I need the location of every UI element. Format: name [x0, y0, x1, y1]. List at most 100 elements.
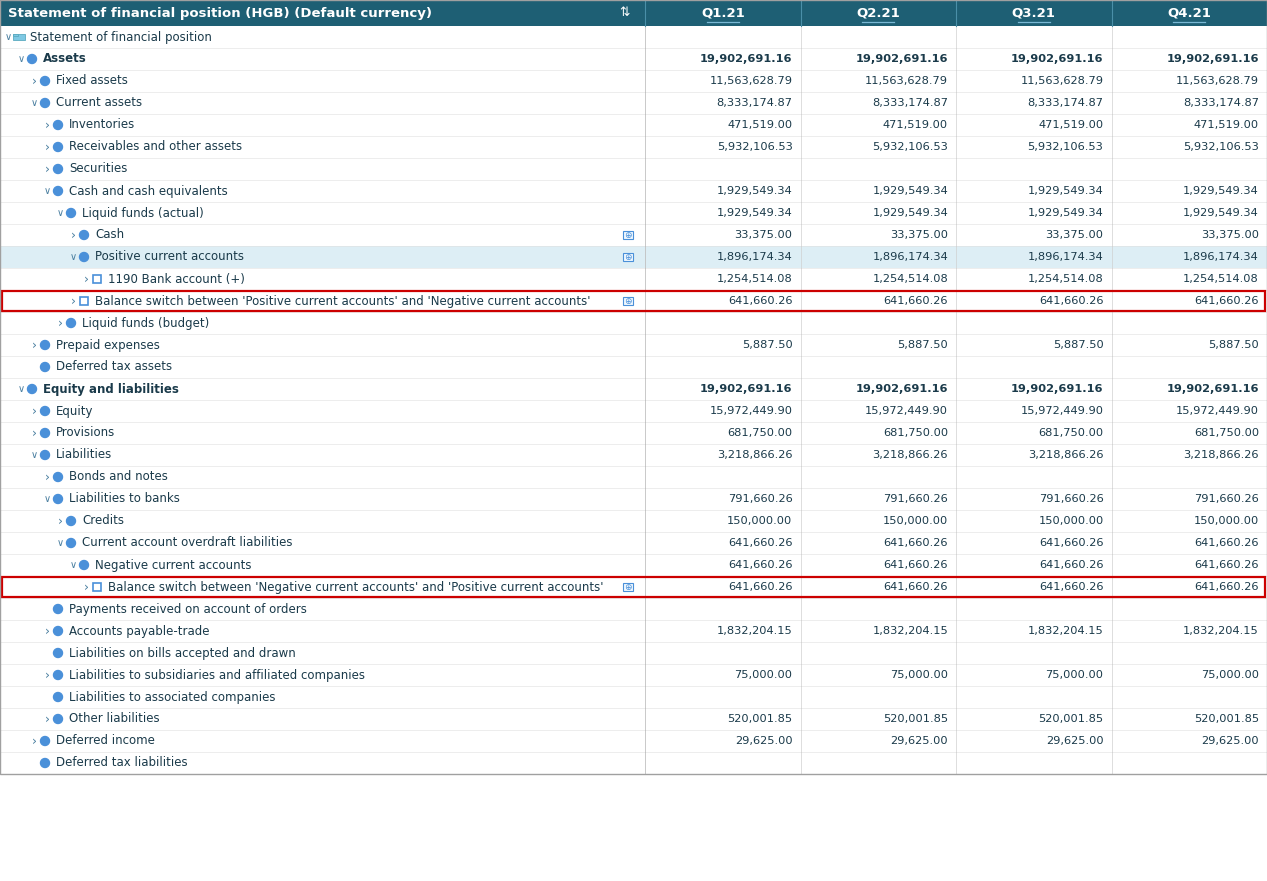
Bar: [92, 583, 101, 591]
Text: Cash: Cash: [95, 228, 124, 241]
Text: 1,929,549.34: 1,929,549.34: [717, 208, 792, 218]
Text: 75,000.00: 75,000.00: [1201, 670, 1259, 680]
Text: ›: ›: [57, 316, 62, 329]
Text: 15,972,449.90: 15,972,449.90: [710, 406, 792, 416]
Text: Accounts payable-trade: Accounts payable-trade: [68, 625, 209, 638]
Text: Liabilities: Liabilities: [56, 448, 113, 462]
Text: 791,660.26: 791,660.26: [1195, 494, 1259, 504]
Text: 29,625.00: 29,625.00: [1201, 736, 1259, 746]
Text: 471,519.00: 471,519.00: [727, 120, 792, 130]
Text: 641,660.26: 641,660.26: [729, 582, 792, 592]
Text: 641,660.26: 641,660.26: [1039, 538, 1104, 548]
Text: 1,929,549.34: 1,929,549.34: [1028, 208, 1104, 218]
Text: Current assets: Current assets: [56, 97, 142, 109]
Text: 5,887.50: 5,887.50: [897, 340, 948, 350]
Bar: [623, 253, 634, 261]
Circle shape: [80, 231, 89, 240]
Bar: [0, 224, 1267, 246]
Text: 471,519.00: 471,519.00: [1194, 120, 1259, 130]
Text: Equity: Equity: [56, 404, 94, 418]
Text: Provisions: Provisions: [56, 426, 115, 440]
Bar: [13, 34, 18, 36]
Text: 75,000.00: 75,000.00: [735, 670, 792, 680]
Text: 150,000.00: 150,000.00: [1038, 516, 1104, 526]
Text: Inventories: Inventories: [68, 119, 136, 131]
Bar: [0, 708, 1267, 730]
Text: 1,832,204.15: 1,832,204.15: [872, 626, 948, 636]
Text: 1,896,174.34: 1,896,174.34: [717, 252, 792, 262]
Text: 8,333,174.87: 8,333,174.87: [1183, 98, 1259, 108]
Text: 11,563,628.79: 11,563,628.79: [865, 76, 948, 86]
Text: 33,375.00: 33,375.00: [1201, 230, 1259, 240]
Text: ⊕: ⊕: [625, 253, 632, 262]
Circle shape: [53, 143, 62, 152]
Text: 8,333,174.87: 8,333,174.87: [1028, 98, 1104, 108]
Bar: [0, 92, 1267, 114]
Text: 15,972,449.90: 15,972,449.90: [865, 406, 948, 416]
Text: 1,929,549.34: 1,929,549.34: [872, 186, 948, 196]
Text: 1,832,204.15: 1,832,204.15: [1028, 626, 1104, 636]
Bar: [623, 231, 634, 239]
Bar: [0, 26, 1267, 48]
Text: Other liabilities: Other liabilities: [68, 713, 160, 725]
Text: ∨: ∨: [43, 494, 51, 504]
Text: 1,929,549.34: 1,929,549.34: [1183, 208, 1259, 218]
Text: Equity and liabilities: Equity and liabilities: [43, 382, 179, 396]
Text: 5,932,106.53: 5,932,106.53: [717, 142, 792, 152]
Text: ›: ›: [44, 162, 49, 175]
Bar: [3, 577, 1264, 597]
Bar: [0, 620, 1267, 642]
Text: 33,375.00: 33,375.00: [1045, 230, 1104, 240]
Bar: [0, 136, 1267, 158]
Bar: [0, 422, 1267, 444]
Text: Prepaid expenses: Prepaid expenses: [56, 338, 160, 352]
Text: 1,896,174.34: 1,896,174.34: [1183, 252, 1259, 262]
Text: 641,660.26: 641,660.26: [1195, 560, 1259, 570]
Text: 791,660.26: 791,660.26: [1039, 494, 1104, 504]
Circle shape: [41, 362, 49, 372]
Text: 19,902,691.16: 19,902,691.16: [1167, 54, 1259, 64]
Text: ›: ›: [57, 515, 62, 528]
Text: ∨: ∨: [57, 208, 63, 218]
Bar: [92, 275, 101, 283]
Text: 681,750.00: 681,750.00: [883, 428, 948, 438]
Bar: [0, 510, 1267, 532]
Text: Assets: Assets: [43, 53, 86, 65]
Text: 641,660.26: 641,660.26: [883, 560, 948, 570]
Text: Securities: Securities: [68, 162, 128, 175]
Text: 29,625.00: 29,625.00: [735, 736, 792, 746]
Text: 641,660.26: 641,660.26: [729, 538, 792, 548]
Bar: [0, 532, 1267, 554]
Text: Cash and cash equivalents: Cash and cash equivalents: [68, 184, 228, 197]
Text: Bonds and notes: Bonds and notes: [68, 470, 167, 484]
Circle shape: [53, 494, 62, 504]
Bar: [0, 70, 1267, 92]
Circle shape: [28, 384, 37, 394]
Bar: [0, 752, 1267, 774]
Text: 150,000.00: 150,000.00: [883, 516, 948, 526]
Text: 641,660.26: 641,660.26: [1195, 538, 1259, 548]
Circle shape: [53, 121, 62, 130]
Text: 641,660.26: 641,660.26: [883, 538, 948, 548]
Text: Positive current accounts: Positive current accounts: [95, 250, 245, 263]
Text: ›: ›: [44, 625, 49, 638]
Text: 471,519.00: 471,519.00: [1039, 120, 1104, 130]
Circle shape: [41, 450, 49, 460]
Text: 150,000.00: 150,000.00: [727, 516, 792, 526]
Circle shape: [41, 77, 49, 85]
Bar: [0, 576, 1267, 598]
Text: 1190 Bank account (+): 1190 Bank account (+): [108, 272, 245, 285]
Text: ›: ›: [32, 404, 37, 418]
Circle shape: [41, 737, 49, 745]
Text: 520,001.85: 520,001.85: [883, 714, 948, 724]
Text: 19,902,691.16: 19,902,691.16: [1011, 54, 1104, 64]
Bar: [0, 664, 1267, 686]
Text: ⊕: ⊕: [625, 297, 632, 306]
Text: 1,929,549.34: 1,929,549.34: [1183, 186, 1259, 196]
Bar: [80, 297, 87, 305]
Text: 1,929,549.34: 1,929,549.34: [717, 186, 792, 196]
Text: 641,660.26: 641,660.26: [729, 560, 792, 570]
Text: ⊕: ⊕: [625, 231, 632, 240]
Bar: [623, 297, 634, 305]
Text: 1,929,549.34: 1,929,549.34: [1028, 186, 1104, 196]
